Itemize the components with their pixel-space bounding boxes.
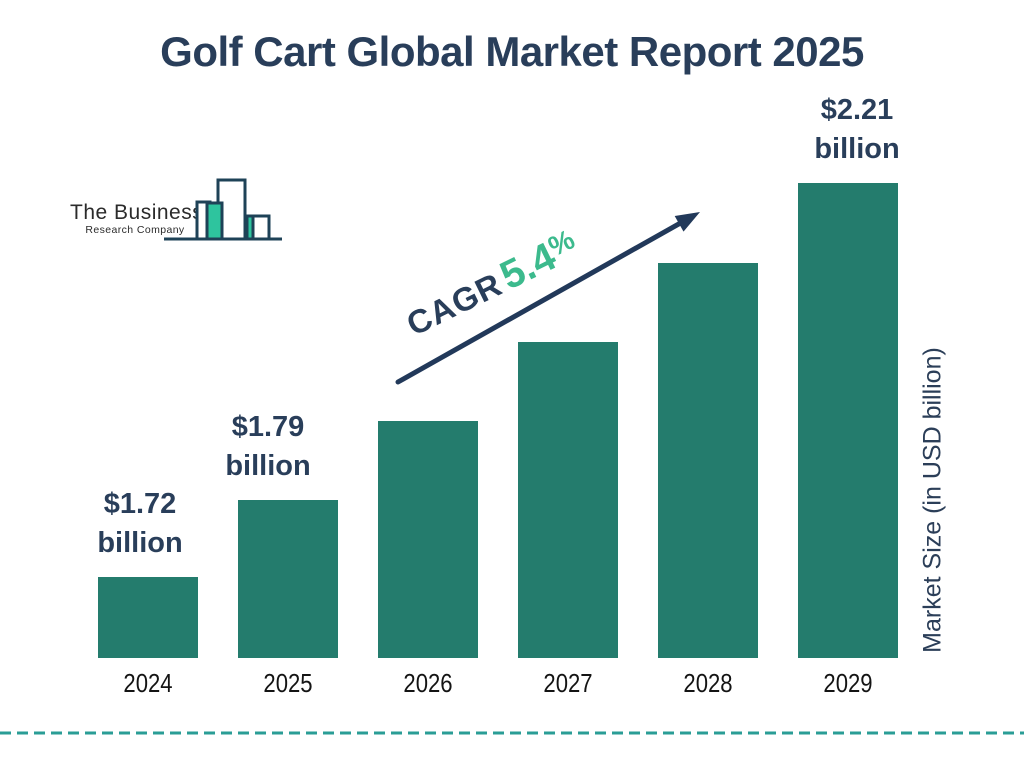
x-tick-2027: 2027 <box>543 668 593 698</box>
bar-column-2027: 2027 <box>518 342 618 698</box>
bar-column-2026: 2026 <box>378 421 478 698</box>
bar-column-2028: 2028 <box>658 263 758 698</box>
logo-company-name: The Business <box>70 201 204 224</box>
logo-company-subtitle: Research Company <box>85 224 185 236</box>
bar-chart: 2024 2025 2026 2027 2028 2029 <box>98 183 898 698</box>
bar-2025 <box>238 500 338 658</box>
x-tick-2029: 2029 <box>823 668 873 698</box>
bar-2024 <box>98 577 198 658</box>
value-label-2029: $2.21 billion <box>814 94 900 165</box>
bar-column-2024: 2024 <box>98 577 198 698</box>
x-tick-2028: 2028 <box>683 668 733 698</box>
bar-2026 <box>378 421 478 658</box>
bar-column-2029: 2029 <box>798 183 898 698</box>
bar-2028 <box>658 263 758 658</box>
x-tick-2025: 2025 <box>263 668 313 698</box>
logo-bar-chart-icon <box>164 178 282 241</box>
x-tick-2026: 2026 <box>403 668 453 698</box>
x-tick-2024: 2024 <box>123 668 173 698</box>
bar-2027 <box>518 342 618 658</box>
bar-column-2025: 2025 <box>238 500 338 698</box>
value-label-2025: $1.79 billion <box>225 411 311 482</box>
value-label-2024: $1.72 billion <box>97 488 183 559</box>
growth-arrow-icon <box>395 212 700 385</box>
logo-text: The Business Research Company <box>70 201 204 236</box>
bottom-dashed-divider <box>0 731 1024 735</box>
bar-2029 <box>798 183 898 658</box>
y-axis-label: Market Size (in USD billion) <box>918 347 947 653</box>
page-title: Golf Cart Global Market Report 2025 <box>160 28 864 75</box>
